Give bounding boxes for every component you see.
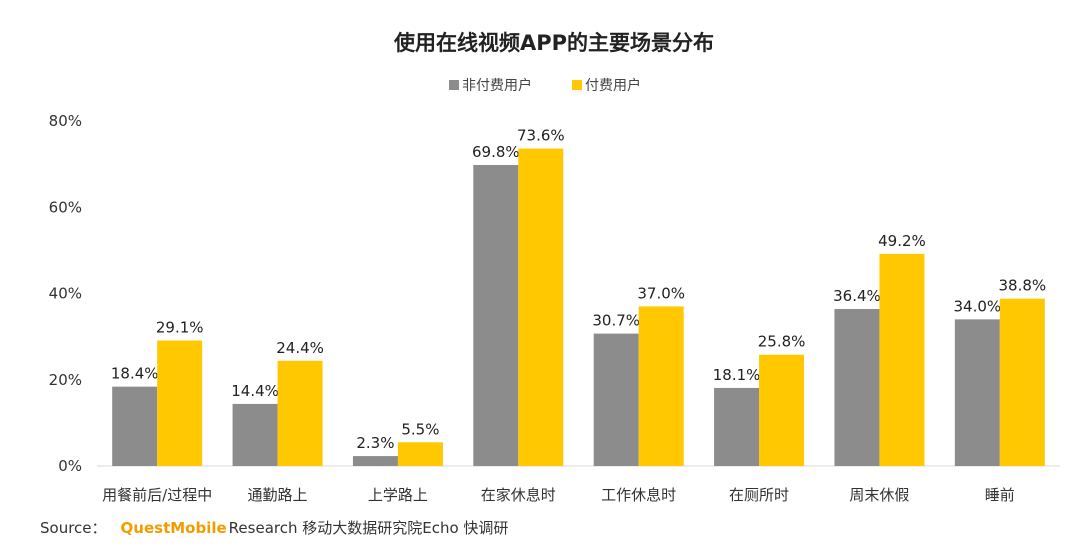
x-tick-label: 在厕所时: [729, 486, 789, 504]
bar-paying: [277, 360, 323, 466]
data-label: 5.5%: [401, 420, 439, 438]
x-tick-label: 在家休息时: [481, 486, 556, 504]
data-label: 14.4%: [231, 382, 279, 400]
bar-chart: 使用在线视频APP的主要场景分布 非付费用户 付费用户 0% 20% 40% 60% 80…: [49, 31, 1060, 504]
data-label: 34.0%: [953, 297, 1001, 315]
legend-swatch-2: [572, 80, 582, 90]
source-brand: QuestMobile: [120, 519, 227, 537]
x-tick-label: 用餐前后/过程中: [102, 486, 212, 504]
source-line: Source： QuestMobile Research 移动大数据研究院Echo …: [40, 517, 508, 538]
data-label: 38.8%: [998, 277, 1046, 295]
bar-nonpaying: [232, 403, 278, 466]
bar-paying: [397, 442, 443, 466]
data-label: 2.3%: [356, 434, 394, 452]
source-text: Research 移动大数据研究院Echo 快调研: [228, 519, 509, 537]
bar-nonpaying: [112, 386, 158, 466]
bar-paying: [759, 354, 805, 466]
x-tick-label: 工作休息时: [601, 486, 676, 504]
bar-nonpaying: [714, 387, 760, 466]
source-label: Source：: [40, 519, 107, 537]
data-label: 25.8%: [758, 333, 806, 351]
data-label: 29.1%: [156, 319, 204, 337]
y-tick-label: 40%: [49, 285, 82, 303]
data-label: 37.0%: [637, 284, 685, 302]
legend-label-1: 非付费用户: [462, 77, 532, 94]
data-label: 36.4%: [833, 287, 881, 305]
bar-nonpaying: [834, 309, 880, 466]
y-tick-label: 60%: [49, 198, 82, 216]
bar-paying: [879, 253, 925, 466]
data-label: 24.4%: [276, 339, 324, 357]
x-tick-label: 周末休假: [849, 486, 909, 504]
y-axis: 0% 20% 40% 60% 80%: [49, 112, 82, 475]
legend-label-2: 付费用户: [585, 77, 641, 94]
legend-swatch-1: [449, 80, 459, 90]
data-label: 18.4%: [111, 365, 159, 383]
y-tick-label: 20%: [49, 371, 82, 389]
data-label: 18.1%: [713, 366, 761, 384]
chart-title: 使用在线视频APP的主要场景分布: [393, 31, 714, 55]
y-tick-label: 80%: [49, 112, 82, 130]
legend: 非付费用户 付费用户: [449, 77, 641, 94]
data-label: 49.2%: [878, 232, 926, 250]
bar-nonpaying: [352, 456, 398, 466]
bar-nonpaying: [954, 319, 1000, 466]
x-tick-label: 上学路上: [368, 486, 428, 504]
bar-paying: [518, 148, 564, 466]
data-label: 30.7%: [592, 312, 640, 330]
bar-paying: [157, 340, 203, 466]
x-tick-label: 睡前: [985, 486, 1015, 504]
bar-paying: [638, 306, 684, 466]
bar-nonpaying: [593, 333, 639, 466]
bars: 18.4% 29.1% 14.4% 24.4% 2.3% 5.5% 69.8%73.6% 30…: [111, 127, 1046, 467]
bar-nonpaying: [473, 164, 519, 467]
x-axis: 用餐前后/过程中 通勤路上 上学路上 在家休息时 工作休息时 在厕所时 周末休假 睡前: [102, 486, 1015, 504]
data-label: 73.6%: [517, 127, 565, 145]
y-tick-label: 0%: [58, 457, 82, 475]
data-label: 69.8%: [472, 143, 520, 161]
bar-paying: [999, 298, 1045, 466]
x-tick-label: 通勤路上: [248, 486, 308, 504]
